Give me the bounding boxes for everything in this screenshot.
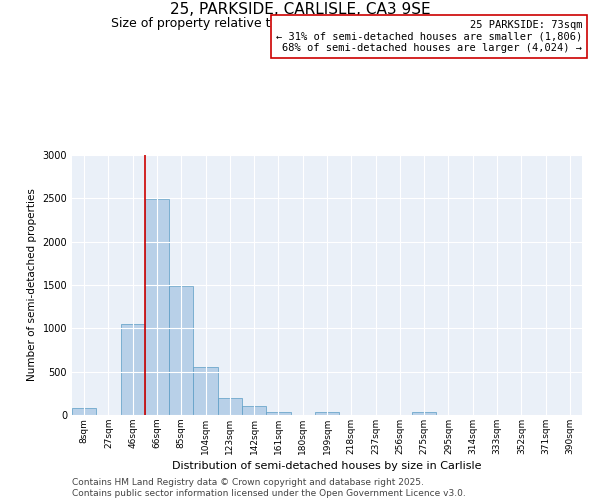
Bar (218, 398, 242, 415)
Bar (72, 408, 96, 415)
X-axis label: Distribution of semi-detached houses by size in Carlisle: Distribution of semi-detached houses by … (172, 461, 482, 471)
Text: Size of property relative to semi-detached houses in Carlisle: Size of property relative to semi-detach… (111, 18, 489, 30)
Text: 25, PARKSIDE, CARLISLE, CA3 9SE: 25, PARKSIDE, CARLISLE, CA3 9SE (170, 2, 430, 18)
Bar (193, 368, 218, 415)
Bar (145, 199, 169, 415)
Bar (266, 412, 290, 415)
Bar (121, 324, 145, 415)
Bar (315, 412, 339, 415)
Y-axis label: Number of semi-detached properties: Number of semi-detached properties (27, 188, 37, 382)
Bar (412, 412, 436, 415)
Text: 25 PARKSIDE: 73sqm
← 31% of semi-detached houses are smaller (1,806)
68% of semi: 25 PARKSIDE: 73sqm ← 31% of semi-detache… (276, 20, 582, 53)
Bar (242, 406, 266, 415)
Text: Contains HM Land Registry data © Crown copyright and database right 2025.
Contai: Contains HM Land Registry data © Crown c… (72, 478, 466, 498)
Bar (169, 286, 193, 415)
